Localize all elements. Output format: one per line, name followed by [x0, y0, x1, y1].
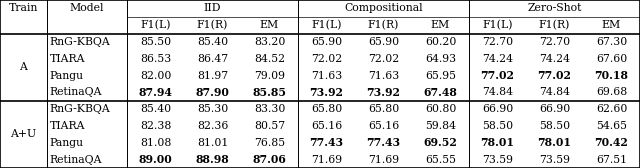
Text: 85.40: 85.40: [197, 37, 228, 47]
Text: 73.92: 73.92: [367, 87, 401, 98]
Text: 74.84: 74.84: [539, 87, 570, 97]
Text: 74.24: 74.24: [539, 54, 570, 64]
Text: 65.90: 65.90: [311, 37, 342, 47]
Text: 69.68: 69.68: [596, 87, 627, 97]
Text: 77.43: 77.43: [309, 137, 344, 148]
Text: 85.50: 85.50: [140, 37, 171, 47]
Text: 58.50: 58.50: [539, 121, 570, 131]
Text: 86.53: 86.53: [140, 54, 171, 64]
Text: 73.92: 73.92: [310, 87, 344, 98]
Text: 72.70: 72.70: [482, 37, 513, 47]
Text: 77.02: 77.02: [481, 70, 515, 81]
Text: F1(L): F1(L): [311, 20, 342, 30]
Text: 67.60: 67.60: [596, 54, 627, 64]
Text: 82.36: 82.36: [196, 121, 228, 131]
Text: TIARA: TIARA: [50, 54, 85, 64]
Text: 65.90: 65.90: [368, 37, 399, 47]
Text: 65.16: 65.16: [368, 121, 399, 131]
Text: Pangu: Pangu: [50, 71, 84, 81]
Text: Train: Train: [8, 3, 38, 13]
Text: A: A: [19, 62, 28, 72]
Text: 65.95: 65.95: [425, 71, 456, 81]
Text: F1(R): F1(R): [539, 20, 570, 30]
Text: Zero-Shot: Zero-Shot: [527, 3, 582, 13]
Text: 64.93: 64.93: [425, 54, 456, 64]
Text: 71.63: 71.63: [368, 71, 399, 81]
Text: 60.80: 60.80: [425, 104, 456, 114]
Text: 54.65: 54.65: [596, 121, 627, 131]
Text: RetinaQA: RetinaQA: [50, 87, 102, 97]
Text: Compositional: Compositional: [344, 3, 423, 13]
Text: 76.85: 76.85: [254, 138, 285, 148]
Text: 87.90: 87.90: [196, 87, 229, 98]
Text: F1(R): F1(R): [368, 20, 399, 30]
Text: 85.30: 85.30: [197, 104, 228, 114]
Text: F1(L): F1(L): [482, 20, 513, 30]
Text: RnG-KBQA: RnG-KBQA: [50, 104, 111, 114]
Text: 79.09: 79.09: [254, 71, 285, 81]
Text: 71.63: 71.63: [311, 71, 342, 81]
Text: 87.06: 87.06: [253, 154, 287, 165]
Text: 60.20: 60.20: [425, 37, 456, 47]
Text: 82.38: 82.38: [140, 121, 171, 131]
Text: 85.40: 85.40: [140, 104, 171, 114]
Text: 81.01: 81.01: [196, 138, 228, 148]
Text: 78.01: 78.01: [481, 137, 515, 148]
Text: 85.85: 85.85: [252, 87, 287, 98]
Text: 83.20: 83.20: [254, 37, 285, 47]
Text: 73.59: 73.59: [482, 155, 513, 165]
Text: 83.30: 83.30: [254, 104, 285, 114]
Text: 67.51: 67.51: [596, 155, 627, 165]
Text: EM: EM: [602, 20, 621, 30]
Text: F1(R): F1(R): [196, 20, 228, 30]
Text: 70.42: 70.42: [595, 137, 628, 148]
Text: 88.98: 88.98: [196, 154, 229, 165]
Text: 84.52: 84.52: [254, 54, 285, 64]
Text: 78.01: 78.01: [538, 137, 572, 148]
Text: 59.84: 59.84: [425, 121, 456, 131]
Text: 69.52: 69.52: [424, 137, 458, 148]
Text: 65.80: 65.80: [368, 104, 399, 114]
Text: 71.69: 71.69: [368, 155, 399, 165]
Text: Model: Model: [70, 3, 104, 13]
Text: 72.70: 72.70: [539, 37, 570, 47]
Text: 74.24: 74.24: [482, 54, 513, 64]
Text: 77.43: 77.43: [367, 137, 401, 148]
Text: 65.55: 65.55: [425, 155, 456, 165]
Text: TIARA: TIARA: [50, 121, 85, 131]
Text: 71.69: 71.69: [311, 155, 342, 165]
Text: 66.90: 66.90: [539, 104, 570, 114]
Text: 72.02: 72.02: [368, 54, 399, 64]
Text: 81.08: 81.08: [140, 138, 171, 148]
Text: 81.97: 81.97: [197, 71, 228, 81]
Text: EM: EM: [260, 20, 279, 30]
Text: 70.18: 70.18: [595, 70, 628, 81]
Text: 82.00: 82.00: [140, 71, 171, 81]
Text: 62.60: 62.60: [596, 104, 627, 114]
Text: 74.84: 74.84: [482, 87, 513, 97]
Text: 77.02: 77.02: [538, 70, 572, 81]
Text: 67.30: 67.30: [596, 37, 627, 47]
Text: 73.59: 73.59: [539, 155, 570, 165]
Text: RnG-KBQA: RnG-KBQA: [50, 37, 111, 47]
Text: 65.16: 65.16: [311, 121, 342, 131]
Text: Pangu: Pangu: [50, 138, 84, 148]
Text: 87.94: 87.94: [138, 87, 172, 98]
Text: 66.90: 66.90: [482, 104, 513, 114]
Text: 65.80: 65.80: [311, 104, 342, 114]
Text: IID: IID: [204, 3, 221, 13]
Text: 80.57: 80.57: [254, 121, 285, 131]
Text: 86.47: 86.47: [197, 54, 228, 64]
Text: EM: EM: [431, 20, 450, 30]
Text: A+U: A+U: [10, 129, 36, 139]
Text: 89.00: 89.00: [139, 154, 172, 165]
Text: F1(L): F1(L): [140, 20, 171, 30]
Text: RetinaQA: RetinaQA: [50, 155, 102, 165]
Text: 72.02: 72.02: [311, 54, 342, 64]
Text: 67.48: 67.48: [424, 87, 458, 98]
Text: 58.50: 58.50: [482, 121, 513, 131]
